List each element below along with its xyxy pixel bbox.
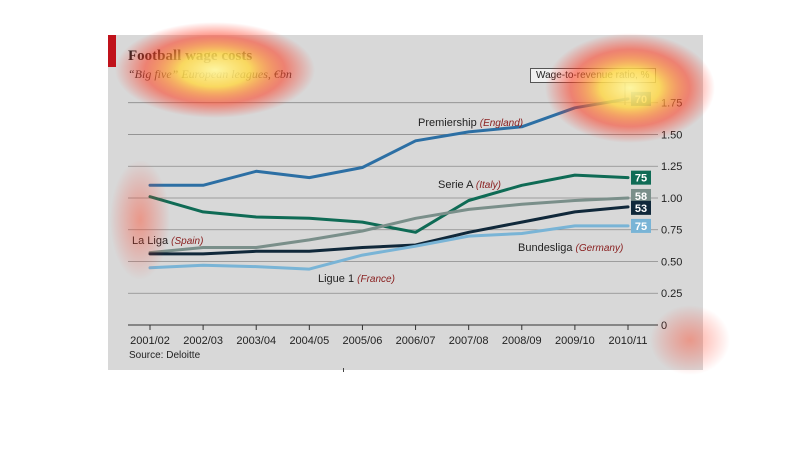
ratio-badge-value: 75 [635,173,647,185]
x-tick-label: 2005/06 [343,335,383,347]
y-tick-label: 0.75 [661,225,682,237]
y-tick-label: 1.25 [661,161,682,173]
x-tick-label: 2003/04 [236,335,276,347]
ratio-badge [631,170,651,185]
y-tick-label: 1.50 [661,129,682,141]
x-tick-label: 2006/07 [396,335,436,347]
series-label: La Liga (Spain) [132,235,203,247]
ratio-badge-value: 53 [635,203,647,215]
series-line-bundesliga [148,205,630,256]
accent-bar [108,35,116,67]
line-chart: 0 0.25 0.50 0.75 1.00 1.25 1.50 1.75 2001/02 2002… [128,80,682,347]
x-tick-label: 2004/05 [289,335,329,347]
series-line-la-liga [148,196,630,255]
series-label: Premiership (England) [418,117,523,129]
ratio-badge-value: 75 [635,221,647,233]
ratio-badge-value: 70 [635,94,647,106]
series-label: Bundesliga (Germany) [518,242,623,254]
y-tick-label: 0 [661,320,667,332]
series-label: Ligue 1 (France) [318,273,395,285]
x-tick-label: 2008/09 [502,335,542,347]
x-tick-label: 2002/03 [183,335,223,347]
y-tick-label: 0.50 [661,256,682,268]
ratio-badge-value: 58 [635,191,647,203]
series-label: Serie A (Italy) [438,179,501,191]
x-tick-label: 2009/10 [555,335,595,347]
ratio-badge [631,200,651,215]
ratio-legend-label: Wage-to-revenue ratio, % [530,68,656,83]
x-tick-label: 2007/08 [449,335,489,347]
x-tick-label: 2001/02 [130,335,170,347]
x-tick-label: 2010/11 [609,335,648,347]
y-tick-label: 0.25 [661,288,682,300]
series-line-ligue-1 [148,224,630,271]
chart-title: Football wage costs [128,48,253,64]
ratio-badge [631,188,651,203]
stray-mark [343,368,344,372]
source-note: Source: Deloitte [129,350,201,361]
ratio-badge [631,218,651,233]
series-line-serie-a [148,173,630,234]
y-tick-label: 1.00 [661,193,682,205]
series-line-premiership [148,97,630,187]
chart-subtitle: “Big five” European leagues, €bn [128,67,292,81]
y-tick-label: 1.75 [661,98,682,110]
